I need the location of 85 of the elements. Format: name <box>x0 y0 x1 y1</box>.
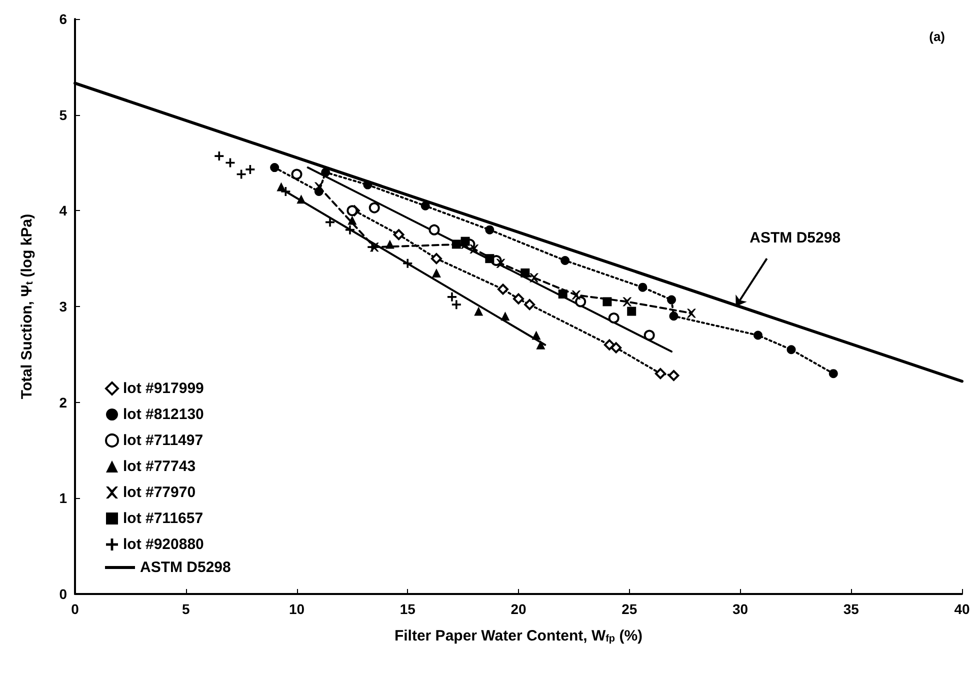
point <box>575 296 586 308</box>
point <box>524 299 536 310</box>
point <box>520 268 530 278</box>
point <box>610 342 622 354</box>
point <box>270 163 280 172</box>
legend-label: lot #711497 <box>123 432 204 449</box>
point <box>345 225 354 234</box>
point <box>420 201 430 210</box>
point <box>638 282 648 292</box>
annotation: (a) <box>929 29 945 44</box>
point <box>348 216 357 225</box>
point <box>560 256 570 265</box>
legend-label: lot #77970 <box>123 484 196 501</box>
y-tick-label: 5 <box>59 106 68 123</box>
legend-label: lot #77743 <box>123 458 196 475</box>
point <box>572 290 581 300</box>
point <box>602 297 612 306</box>
point <box>430 253 442 264</box>
point <box>668 370 680 381</box>
point <box>667 295 676 304</box>
point <box>432 268 441 278</box>
point <box>385 240 394 249</box>
point <box>368 202 380 214</box>
y-axis-title: Total Suction, Ψt (log kPa) <box>18 214 36 400</box>
point <box>532 330 541 340</box>
point <box>786 345 796 354</box>
y-tick-label: 2 <box>59 394 68 410</box>
y-tick-label: 3 <box>59 298 68 314</box>
point <box>470 244 479 254</box>
x-tick-label: 10 <box>288 601 305 617</box>
legend-label: lot #711657 <box>123 510 204 527</box>
point <box>513 293 524 304</box>
x-tick-label: 0 <box>71 601 80 617</box>
point <box>754 330 762 340</box>
legend-label: lot #812130 <box>123 406 204 423</box>
point <box>474 306 484 316</box>
point <box>497 284 508 295</box>
point <box>321 168 330 177</box>
point <box>558 290 568 299</box>
point <box>281 187 290 196</box>
x-tick-label: 20 <box>510 601 526 617</box>
y-tick-label: 4 <box>59 202 68 219</box>
point <box>452 240 461 249</box>
point <box>363 180 372 190</box>
point <box>460 236 470 246</box>
point <box>214 152 224 161</box>
point <box>485 225 494 234</box>
point <box>686 308 696 318</box>
point <box>654 368 666 380</box>
point <box>500 312 510 321</box>
point <box>669 312 678 321</box>
point <box>627 306 636 316</box>
point <box>428 224 440 236</box>
point <box>393 229 404 240</box>
point <box>622 297 632 306</box>
x-tick-label: 40 <box>954 601 970 617</box>
point <box>828 369 838 378</box>
legend-label: ASTM D5298 <box>140 559 231 576</box>
x-tick-label: 5 <box>182 601 190 617</box>
legend-label: lot #917999 <box>123 380 204 397</box>
point <box>296 194 306 204</box>
point <box>530 273 539 282</box>
annotation: ASTM D5298 <box>750 230 841 247</box>
x-tick-label: 25 <box>622 601 638 617</box>
y-tick-label: 6 <box>59 11 68 27</box>
point <box>326 218 335 227</box>
point <box>485 254 494 264</box>
point <box>447 292 456 302</box>
point <box>452 300 461 310</box>
x-tick-label: 15 <box>400 601 416 617</box>
point <box>346 205 358 216</box>
point <box>536 340 546 350</box>
legend-label: lot #920880 <box>123 536 204 553</box>
x-tick-label: 35 <box>843 601 860 617</box>
point <box>276 182 286 192</box>
point <box>608 312 620 324</box>
y-tick-label: 1 <box>59 490 68 506</box>
y-tick-label: 0 <box>59 586 68 602</box>
point <box>403 258 412 268</box>
x-tick-label: 30 <box>732 601 748 617</box>
point <box>246 164 255 174</box>
point <box>644 330 655 341</box>
point <box>291 168 302 180</box>
x-axis-title: Filter Paper Water Content, Wfp (%) <box>394 628 643 644</box>
point <box>496 258 506 268</box>
